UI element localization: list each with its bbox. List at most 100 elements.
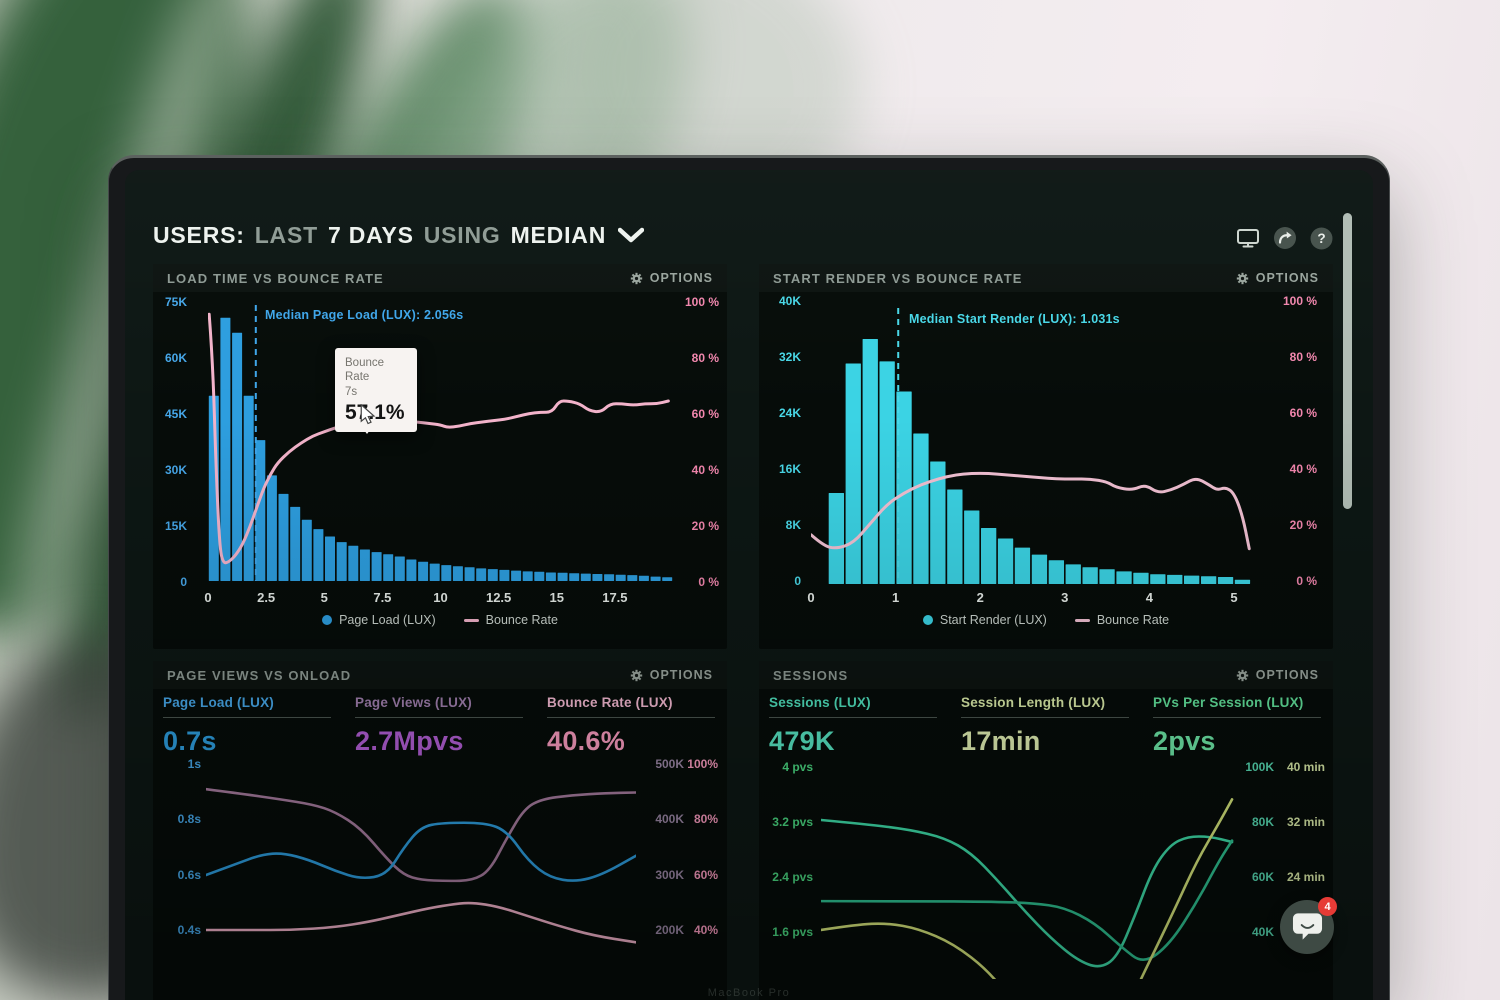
- axis-tick: 5: [1230, 590, 1238, 605]
- metric-value: 40.6%: [547, 726, 626, 756]
- axis-tick: 200K: [655, 923, 684, 937]
- metric-divider: [1153, 717, 1321, 718]
- chevron-down-icon: [618, 227, 645, 243]
- axis-tick: 60K: [164, 351, 187, 365]
- axis-tick: 300K: [655, 868, 684, 882]
- start-render-chart[interactable]: [811, 304, 1253, 600]
- y-axis-right-percent: 100% 80% 60% 40%: [684, 661, 718, 1000]
- axis-tick: 32 min: [1286, 815, 1325, 829]
- axis-tick: 15: [549, 590, 564, 605]
- legend-item[interactable]: Page Load (LUX): [322, 613, 436, 627]
- axis-tick: 60%: [693, 868, 718, 882]
- axis-tick: 80 %: [691, 351, 719, 365]
- metric-divider: [355, 717, 523, 718]
- options-label: OPTIONS: [1255, 668, 1319, 682]
- legend-item[interactable]: Start Render (LUX): [922, 613, 1047, 627]
- axis-tick: 40%: [693, 923, 718, 937]
- axis-tick: 20 %: [691, 519, 719, 533]
- axis-tick: 100%: [687, 757, 718, 771]
- median-line-label: Median Page Load (LUX): 2.056s: [265, 308, 464, 322]
- axis-tick: 80%: [693, 812, 718, 826]
- axis-tick: 75K: [164, 295, 187, 309]
- mouse-cursor: [359, 403, 377, 425]
- panel-header: PAGE VIEWS VS ONLOAD OPTIONS: [153, 661, 727, 689]
- page-views-vs-onload-chart[interactable]: [206, 761, 636, 973]
- axis-tick: 500K: [655, 757, 684, 771]
- metric-row: Page Load (LUX) 0.7s Page Views (LUX) 2.…: [163, 695, 715, 757]
- axis-tick: 4: [1145, 590, 1154, 605]
- help-glyph: ?: [1317, 231, 1325, 246]
- header-toolbar: ?: [1236, 226, 1333, 250]
- axis-tick: 1s: [187, 757, 201, 771]
- sessions-chart[interactable]: [821, 761, 1263, 979]
- axis-tick: 40 %: [1289, 462, 1317, 476]
- panel-page-views-vs-onload: PAGE VIEWS VS ONLOAD OPTIONS Page Load (…: [153, 661, 727, 1000]
- axis-tick: 2: [976, 590, 984, 605]
- metric-value: 2pvs: [1153, 726, 1216, 756]
- options-button[interactable]: OPTIONS: [630, 668, 713, 682]
- panel-title: PAGE VIEWS VS ONLOAD: [167, 667, 352, 683]
- chat-widget-button[interactable]: 4: [1280, 897, 1337, 954]
- metric-value: 2.7Mpvs: [355, 726, 464, 756]
- metric-label: Sessions (LUX): [769, 695, 871, 710]
- monitor-icon: [1237, 229, 1259, 248]
- legend-item[interactable]: Bounce Rate: [1074, 613, 1170, 627]
- axis-tick: 15K: [164, 519, 187, 533]
- help-icon: ?: [1310, 227, 1333, 249]
- panel-title: SESSIONS: [773, 667, 849, 683]
- y-axis-right: 100 % 80 % 60 % 40 % 20 % 0 %: [1259, 264, 1317, 649]
- title-days: 7 DAYS: [327, 222, 414, 248]
- median-line-label: Median Start Render (LUX): 1.031s: [909, 312, 1120, 326]
- legend-item[interactable]: Bounce Rate: [463, 613, 558, 627]
- options-button[interactable]: OPTIONS: [1236, 271, 1319, 285]
- axis-tick: 7.5: [373, 590, 392, 605]
- axis-tick: 60 %: [1289, 406, 1317, 420]
- axis-tick: 40K: [1251, 925, 1274, 939]
- y-axis-right-minutes: 40 min 32 min 24 min: [1279, 661, 1325, 1000]
- axis-tick: 2.4 pvs: [772, 870, 813, 884]
- share-button[interactable]: [1273, 226, 1297, 250]
- axis-tick: 24 min: [1286, 870, 1325, 884]
- load-time-chart[interactable]: [208, 301, 673, 597]
- axis-tick: 100 %: [684, 295, 719, 309]
- axis-tick: 1: [891, 590, 900, 605]
- options-button[interactable]: OPTIONS: [1236, 668, 1319, 682]
- help-button[interactable]: ?: [1310, 226, 1333, 250]
- dashboard-title-dropdown[interactable]: USERS: LAST 7 DAYS USING MEDIAN: [153, 222, 645, 249]
- panel-start-render-vs-bounce-rate: START RENDER VS BOUNCE RATE OPTIONS 40K 3…: [759, 264, 1333, 649]
- y-axis-left: 4 pvs 3.2 pvs 2.4 pvs 1.6 pvs: [759, 661, 813, 1000]
- tooltip-series: Bounce Rate: [345, 357, 385, 384]
- share-icon: [1274, 227, 1296, 249]
- legend-label: Start Render (LUX): [939, 613, 1047, 627]
- legend-label: Bounce Rate: [1096, 613, 1170, 627]
- panel-title: LOAD TIME VS BOUNCE RATE: [167, 270, 384, 286]
- metric-session-length: Session Length (LUX) 17min: [961, 695, 1129, 757]
- y-axis-left: 1s 0.8s 0.6s 0.4s: [153, 661, 201, 1000]
- axis-tick: 0 %: [698, 575, 719, 589]
- laptop: USERS: LAST 7 DAYS USING MEDIAN: [108, 155, 1390, 1000]
- metric-label: Page Load (LUX): [163, 695, 275, 710]
- axis-tick: 17.5: [602, 590, 628, 605]
- chart-legend: Start Render (LUX) Bounce Rate: [759, 613, 1333, 627]
- panel-title: START RENDER VS BOUNCE RATE: [773, 270, 1023, 286]
- x-axis: 0 1 2 3 4 5: [759, 590, 1333, 606]
- axis-tick: 60 %: [691, 407, 719, 421]
- axis-tick: 40 min: [1286, 760, 1325, 774]
- legend-line-swatch: [1074, 618, 1090, 622]
- axis-tick: 45K: [164, 407, 187, 421]
- options-button[interactable]: OPTIONS: [630, 271, 713, 285]
- panel-grid: LOAD TIME VS BOUNCE RATE OPTIONS 75K 60K 4…: [153, 264, 1333, 1000]
- axis-tick: 0.6s: [177, 868, 201, 882]
- axis-tick: 5: [320, 590, 328, 605]
- axis-tick: 80K: [1251, 815, 1274, 829]
- scrollbar[interactable]: [1343, 213, 1352, 509]
- axis-tick: 30K: [164, 463, 187, 477]
- legend-label: Page Load (LUX): [339, 613, 436, 627]
- axis-tick: 10: [433, 590, 448, 605]
- axis-tick: 3.2 pvs: [772, 815, 813, 829]
- metric-value: 479K: [769, 726, 835, 756]
- chart-legend: Page Load (LUX) Bounce Rate: [153, 613, 727, 627]
- axis-tick: 8K: [785, 518, 801, 532]
- display-settings-button[interactable]: [1236, 226, 1260, 250]
